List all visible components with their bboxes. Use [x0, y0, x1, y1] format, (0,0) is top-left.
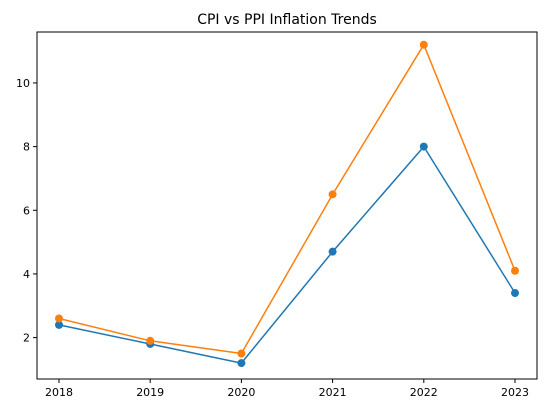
- series-2-point: [146, 336, 155, 345]
- series-1-point: [237, 359, 246, 368]
- series-2-point: [237, 349, 246, 358]
- series-2-point: [328, 190, 337, 199]
- x-tick-label: 2021: [319, 386, 347, 399]
- series-2-point: [419, 40, 428, 49]
- plot-frame: [36, 31, 538, 380]
- series-1-point: [511, 289, 519, 298]
- series-1-point: [55, 320, 63, 329]
- series-2-point: [511, 266, 519, 275]
- x-tick-label: 2019: [136, 386, 164, 399]
- series-1-point: [419, 142, 428, 151]
- y-tick-label: 8: [23, 141, 30, 154]
- x-tick-label: 2020: [227, 386, 255, 399]
- series-1-point: [328, 247, 337, 256]
- series-1-line: [58, 145, 516, 364]
- y-tick-label: 2: [23, 332, 30, 345]
- series-2-line: [58, 43, 516, 355]
- chart-title: CPI vs PPI Inflation Trends: [197, 12, 377, 28]
- y-tick-label: 6: [23, 204, 30, 217]
- x-axis: 2018 2019 2020 2021 2022 2023: [45, 379, 529, 399]
- y-axis: 2 4 6 8 10: [16, 77, 37, 345]
- x-tick-label: 2023: [501, 386, 529, 399]
- series-2-point: [55, 314, 63, 323]
- series-layer: [55, 40, 519, 368]
- y-tick-label: 4: [23, 268, 30, 281]
- x-tick-label: 2018: [45, 386, 73, 399]
- y-tick-label: 10: [16, 77, 30, 90]
- x-tick-label: 2022: [410, 386, 438, 399]
